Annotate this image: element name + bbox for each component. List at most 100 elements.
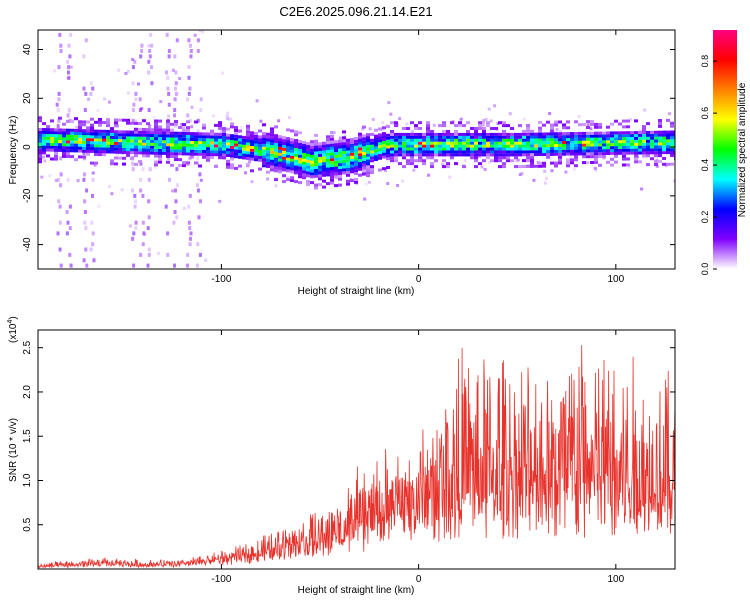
heatmap-cell — [74, 131, 78, 135]
heatmap-cell — [670, 148, 674, 152]
heatmap-cell — [57, 199, 61, 204]
heatmap-cell — [562, 146, 566, 150]
heatmap-cell — [389, 112, 393, 116]
heatmap-cell — [470, 138, 474, 142]
heatmap-cell — [554, 152, 558, 156]
heatmap-cell — [378, 156, 382, 160]
heatmap-cell — [478, 162, 482, 166]
heatmap-cell — [266, 161, 270, 165]
heatmap-cell — [446, 165, 450, 169]
heatmap-cell — [146, 226, 150, 231]
heatmap-cell — [350, 167, 354, 171]
heatmap-cell — [666, 151, 670, 155]
heatmap-cell — [370, 168, 374, 171]
heatmap-cell — [66, 146, 70, 150]
heatmap-cell — [162, 146, 166, 149]
heatmap-cell — [306, 183, 310, 187]
heatmap-cell — [294, 171, 298, 175]
heatmap-cell — [398, 162, 402, 166]
heatmap-cell — [658, 121, 662, 125]
heatmap-cell — [132, 231, 136, 236]
heatmap-cell — [171, 68, 175, 72]
heatmap-cell — [139, 161, 143, 166]
heatmap-cell — [502, 138, 506, 142]
heatmap-cell — [422, 153, 426, 157]
heatmap-cell — [222, 147, 226, 151]
heatmap-cell — [134, 199, 137, 204]
heatmap-cell — [110, 150, 114, 154]
bottom-y-tick-label: 1.5 — [22, 429, 33, 443]
heatmap-cell — [546, 120, 550, 124]
heatmap-cell — [190, 135, 194, 138]
heatmap-cell — [298, 140, 302, 144]
heatmap-cell — [548, 112, 552, 115]
heatmap-cell — [446, 138, 450, 142]
heatmap-cell — [126, 118, 130, 122]
heatmap-cell — [380, 128, 384, 132]
heatmap-cell — [67, 70, 70, 75]
heatmap-cell — [258, 152, 262, 156]
heatmap-cell — [82, 177, 86, 182]
heatmap-cell — [554, 141, 558, 145]
heatmap-cell — [182, 164, 186, 168]
heatmap-cell — [598, 131, 602, 135]
heatmap-cell — [590, 120, 594, 123]
heatmap-cell — [238, 150, 242, 153]
heatmap-cell — [626, 151, 630, 155]
heatmap-cell — [482, 119, 486, 122]
heatmap-cell — [412, 168, 416, 172]
heatmap-cell — [174, 134, 178, 138]
heatmap-cell — [370, 132, 374, 136]
heatmap-cell — [186, 140, 190, 144]
heatmap-cell — [530, 135, 534, 139]
heatmap-cell — [58, 143, 62, 147]
heatmap-cell — [510, 159, 514, 163]
heatmap-cell — [602, 152, 606, 156]
heatmap-cell — [58, 128, 62, 132]
heatmap-cell — [58, 116, 62, 120]
heatmap-cell — [69, 32, 73, 37]
heatmap-cell — [314, 183, 318, 187]
heatmap-cell — [334, 166, 338, 170]
heatmap-cell — [166, 231, 170, 236]
heatmap-cell — [654, 163, 658, 166]
heatmap-cell — [134, 142, 138, 146]
heatmap-cell — [538, 126, 542, 130]
heatmap-cell — [386, 145, 390, 149]
heatmap-cell — [510, 138, 514, 142]
heatmap-cell — [178, 126, 182, 129]
heatmap-cell — [139, 252, 143, 257]
heatmap-cell — [510, 147, 514, 151]
heatmap-cell — [430, 132, 434, 136]
heatmap-cell — [490, 150, 494, 154]
heatmap-cell — [278, 164, 282, 168]
heatmap-cell — [230, 142, 234, 146]
heatmap-cell — [458, 135, 462, 139]
heatmap-cell — [586, 146, 590, 150]
heatmap-cell — [598, 163, 602, 167]
heatmap-cell — [86, 129, 90, 133]
heatmap-cell — [522, 129, 526, 133]
heatmap-cell — [84, 91, 88, 96]
heatmap-cell — [290, 161, 294, 165]
heatmap-cell — [458, 153, 462, 157]
heatmap-cell — [494, 144, 498, 148]
heatmap-cell — [106, 121, 110, 125]
heatmap-cell — [133, 204, 137, 209]
heatmap-cell — [147, 108, 151, 112]
heatmap-cell — [362, 125, 366, 129]
heatmap-cell — [226, 117, 230, 121]
heatmap-cell — [398, 138, 402, 142]
heatmap-cell — [390, 159, 394, 163]
heatmap-cell — [354, 163, 358, 167]
heatmap-cell — [274, 137, 278, 141]
heatmap-cell — [282, 174, 286, 178]
heatmap-cell — [478, 153, 482, 157]
heatmap-cell — [330, 146, 334, 150]
heatmap-cell — [598, 122, 602, 126]
heatmap-cell — [266, 132, 270, 136]
heatmap-cell — [98, 135, 102, 139]
heatmap-cell — [542, 161, 546, 165]
heatmap-cell — [294, 162, 298, 166]
